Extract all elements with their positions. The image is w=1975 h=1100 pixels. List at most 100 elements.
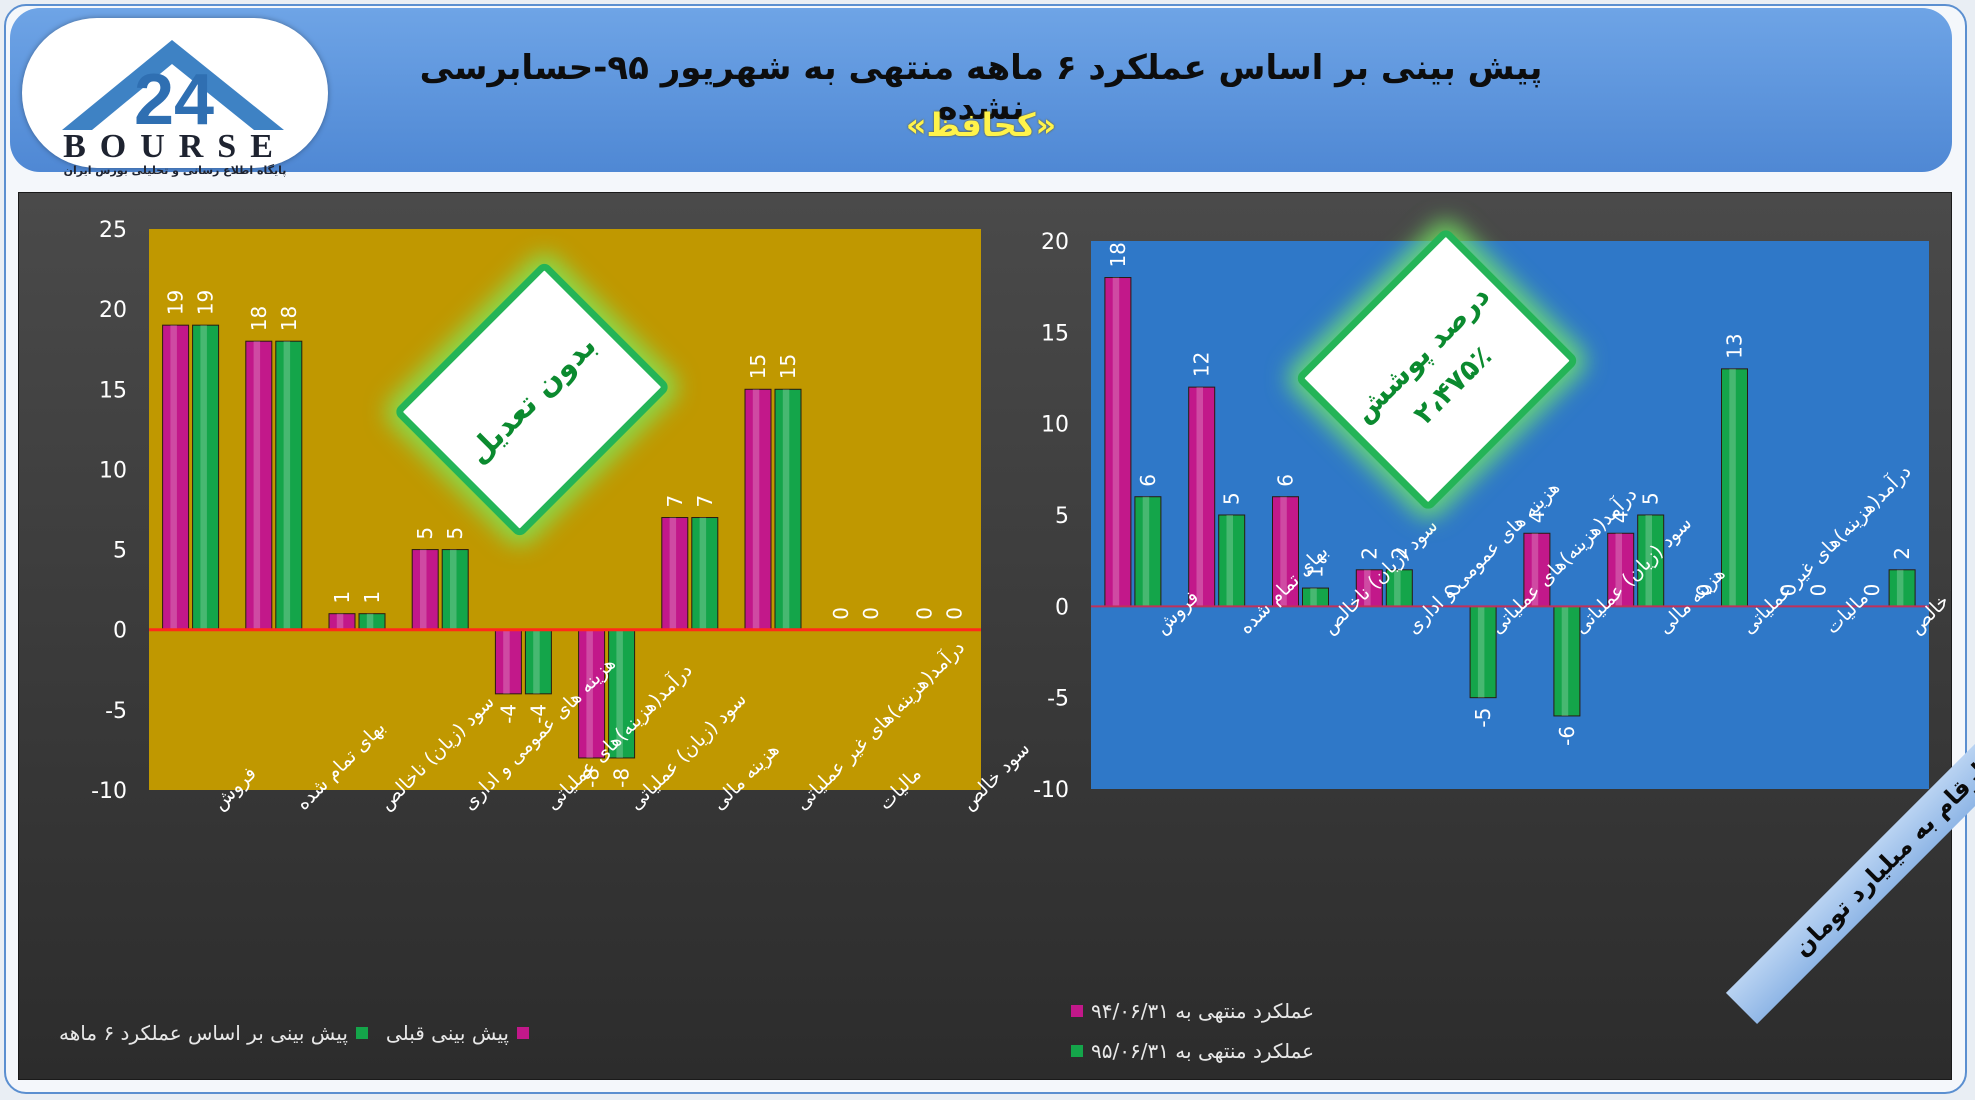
legend-left-series-2: پیش بینی بر اساس عملکرد ۶ ماهه — [59, 1021, 348, 1045]
logo-emblem-icon: 24 — [62, 40, 284, 140]
bar-highlight — [336, 613, 344, 630]
y-tick-label: 10 — [99, 458, 127, 483]
y-tick-label: -10 — [91, 779, 127, 804]
bar-highlight — [420, 549, 427, 630]
bar — [608, 629, 636, 759]
y-tick-label: 5 — [1055, 504, 1069, 529]
data-label: 18 — [277, 306, 301, 331]
bar — [1721, 368, 1748, 607]
data-label: 0 — [912, 607, 936, 620]
data-label: 2 — [1387, 547, 1411, 560]
bar-highlight — [699, 517, 707, 630]
bar — [494, 629, 522, 695]
bar-highlight — [450, 549, 457, 630]
bar — [1888, 569, 1916, 607]
data-label: 1 — [330, 591, 354, 604]
right-legend-item-1: عملکرد منتهی به ۹۴/۰۶/۳۱ — [1071, 999, 1314, 1023]
data-label: 4 — [1609, 511, 1633, 524]
legend-right-series-1: عملکرد منتهی به ۹۴/۰۶/۳۱ — [1091, 999, 1315, 1023]
page-title: پیش بینی بر اساس عملکرد ۶ ماهه منتهی به … — [419, 48, 1543, 128]
bar-highlight — [1394, 569, 1401, 607]
data-label: -6 — [1555, 726, 1579, 746]
legend-swatch-magenta — [1071, 1005, 1083, 1017]
data-label: 18 — [247, 306, 271, 331]
bar — [1104, 277, 1132, 607]
y-tick-label: 25 — [99, 218, 127, 243]
data-label: 2 — [1357, 547, 1381, 560]
bar — [1469, 605, 1497, 699]
data-label: 7 — [663, 495, 687, 508]
bar — [162, 324, 190, 631]
bar-highlight — [1896, 569, 1904, 607]
bar — [774, 388, 802, 631]
data-label: 7 — [693, 495, 717, 508]
data-label: 0 — [829, 607, 853, 620]
bourse24-logo: 24 BOURSE پایگاه اطلاع رسانی و تحلیلی بو… — [22, 18, 328, 177]
data-label: 1 — [360, 591, 384, 604]
bar-highlight — [586, 629, 593, 758]
y-tick-label: 15 — [1041, 321, 1069, 346]
data-label: 0 — [942, 607, 966, 620]
data-label: 0 — [1693, 584, 1717, 597]
y-tick-label: 10 — [1041, 413, 1069, 438]
bar-highlight — [1196, 387, 1203, 607]
data-label: 5 — [1639, 492, 1663, 505]
y-tick-label: 0 — [113, 619, 127, 644]
data-label: 2 — [1890, 547, 1914, 560]
legend-swatch-green — [355, 1027, 368, 1039]
bar-highlight — [616, 629, 623, 758]
bar — [1553, 605, 1581, 717]
data-label: 6 — [1136, 474, 1160, 487]
legend-left-series-1: پیش بینی قبلی — [385, 1021, 509, 1045]
bar-highlight — [200, 325, 207, 630]
bar-highlight — [752, 389, 760, 630]
bar-highlight — [1226, 515, 1233, 607]
bar — [578, 629, 606, 759]
data-label: 5 — [413, 527, 437, 540]
data-label: 0 — [1806, 584, 1830, 597]
callout-left-text: بدون تعدیل — [460, 328, 604, 471]
legend-swatch-green — [1071, 1045, 1083, 1057]
bar — [1272, 496, 1299, 607]
bar — [661, 517, 689, 631]
bar-highlight — [1729, 368, 1736, 607]
data-label: -4 — [496, 704, 520, 724]
y-tick-label: -5 — [1047, 687, 1069, 712]
bar-highlight — [782, 389, 790, 630]
header-banner: پیش بینی بر اساس عملکرد ۶ ماهه منتهی به … — [10, 8, 1952, 172]
bar — [1607, 532, 1635, 607]
bar-highlight — [669, 517, 677, 630]
y-tick-label: 20 — [99, 298, 127, 323]
data-label: 5 — [1220, 492, 1244, 505]
bar — [1355, 569, 1383, 607]
data-label: 19 — [164, 290, 188, 315]
bar — [192, 324, 220, 631]
bar — [245, 340, 273, 631]
data-label: -5 — [1471, 708, 1495, 728]
data-label: 0 — [1860, 584, 1884, 597]
bar-highlight — [283, 341, 291, 630]
bar-highlight — [1112, 277, 1120, 607]
data-label: 12 — [1190, 352, 1214, 377]
bar-highlight — [1142, 496, 1150, 607]
legend-right-series-2: عملکرد منتهی به ۹۵/۰۶/۳۱ — [1091, 1039, 1315, 1063]
logo-word: BOURSE — [63, 128, 287, 165]
bar — [1134, 496, 1162, 607]
y-tick-label: 15 — [99, 378, 127, 403]
bar — [441, 549, 469, 631]
bar-highlight — [1280, 496, 1287, 607]
y-tick-label: 5 — [113, 539, 127, 564]
right-legend-item-2: عملکرد منتهی به ۹۵/۰۶/۳۱ — [1071, 1039, 1314, 1063]
data-label: -8 — [610, 768, 634, 788]
data-label: 19 — [194, 290, 218, 315]
logo-tagline: پایگاه اطلاع رسانی و تحلیلی بورس ایران — [63, 164, 287, 177]
data-label: 6 — [1274, 474, 1298, 487]
bar-highlight — [1645, 515, 1652, 607]
bar-highlight — [1477, 606, 1485, 698]
bar-highlight — [366, 613, 374, 630]
data-label: 0 — [1776, 584, 1800, 597]
bar-highlight — [1364, 569, 1371, 607]
